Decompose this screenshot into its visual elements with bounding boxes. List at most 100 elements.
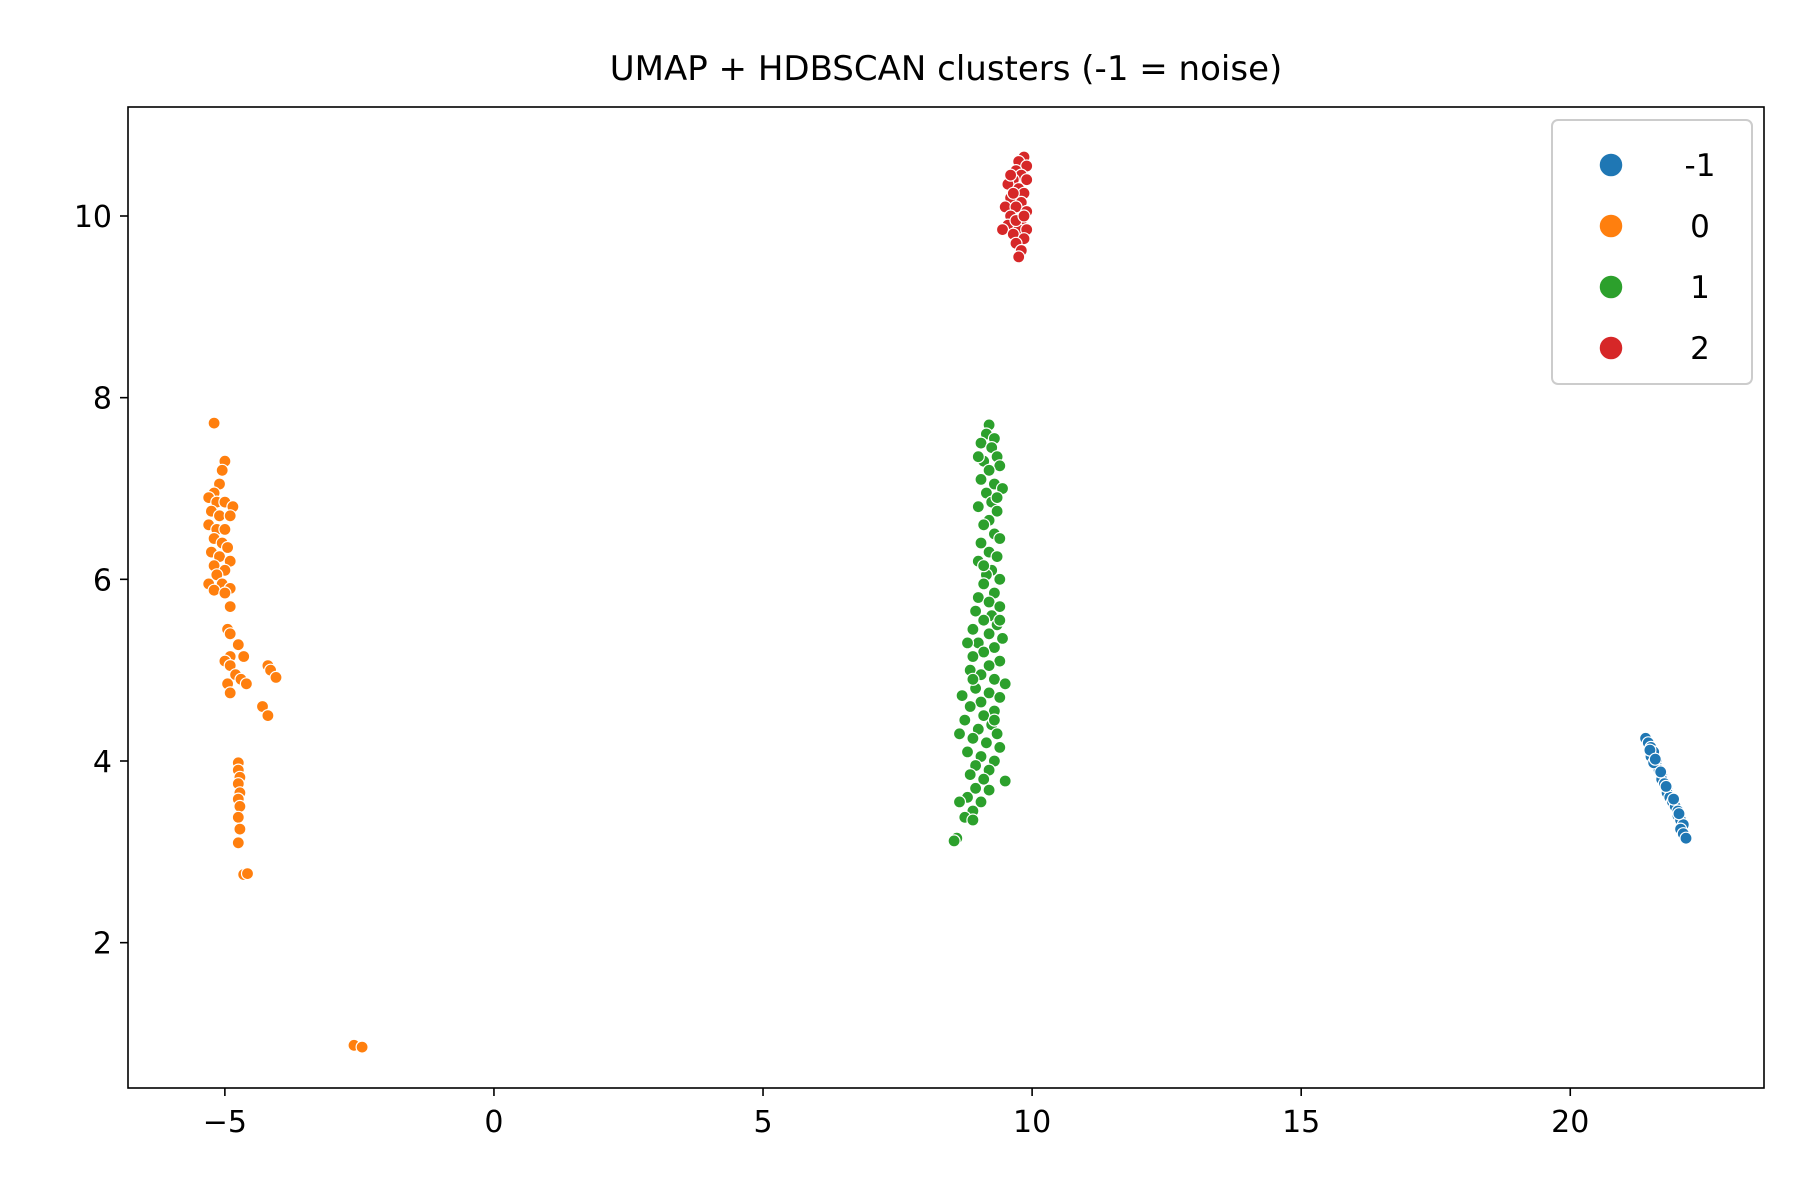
legend-frame — [1551, 119, 1753, 385]
cluster-1-point — [966, 649, 980, 664]
cluster-1-point — [990, 727, 1004, 741]
cluster-2-point — [1020, 173, 1034, 187]
cluster-1-point — [982, 783, 996, 797]
points-layer — [202, 150, 1693, 1054]
cluster-1-point — [974, 695, 988, 709]
cluster-1-point — [982, 627, 996, 641]
legend-label: 1 — [1690, 270, 1710, 306]
cluster-0-point — [207, 583, 221, 597]
cluster-1-point — [995, 631, 1010, 646]
y-axis: 2 4 6 8 10 — [74, 200, 128, 962]
cluster-1-point — [990, 491, 1004, 505]
cluster-0-point — [218, 522, 232, 537]
cluster-2-point — [1012, 250, 1026, 264]
cluster-0-point — [269, 670, 283, 685]
cluster-1-point — [960, 745, 975, 759]
legend-marker — [1598, 274, 1624, 300]
cluster-1-point — [990, 504, 1004, 518]
cluster-1-point — [974, 795, 988, 809]
cluster-1-point — [968, 781, 983, 795]
cluster--1-point — [1672, 807, 1686, 821]
cluster-0-point — [231, 638, 245, 652]
cluster-0-point — [240, 866, 255, 881]
legend-label: 2 — [1690, 331, 1710, 367]
legend: -1 0 1 2 — [1551, 119, 1753, 385]
x-tick-label: 15 — [1282, 1105, 1320, 1140]
cluster-1-point — [960, 636, 975, 650]
cluster-1-point — [993, 740, 1007, 755]
cluster-1-point — [993, 599, 1007, 614]
cluster--1-point — [1666, 792, 1681, 806]
cluster-0-point — [239, 677, 253, 691]
cluster-1-point — [987, 672, 1002, 686]
plot-frame — [127, 106, 1765, 1089]
cluster--1-point — [1654, 765, 1668, 779]
legend-label: -1 — [1685, 148, 1716, 184]
legend-items: -1 0 1 2 — [1598, 148, 1716, 367]
x-tick-label: 0 — [484, 1105, 503, 1140]
cluster-0-point — [233, 822, 247, 836]
cluster-1-point — [966, 731, 980, 745]
cluster-0-point — [231, 836, 245, 850]
y-tick-label: 10 — [74, 200, 112, 235]
y-tick-label: 8 — [93, 382, 112, 417]
cluster-1-point — [998, 774, 1012, 788]
cluster--1-point — [1659, 779, 1673, 794]
cluster-1-point — [977, 645, 991, 659]
chart-title: UMAP + HDBSCAN clusters (-1 = noise) — [610, 49, 1283, 89]
cluster-0-point — [261, 708, 275, 723]
x-tick-label: −5 — [203, 1105, 247, 1140]
y-tick-label: 4 — [93, 745, 112, 780]
cluster-1-point — [993, 572, 1007, 586]
cluster-1-point — [979, 736, 994, 750]
x-tick-label: 10 — [1013, 1105, 1051, 1140]
cluster-0-point — [237, 649, 251, 664]
cluster-0-point — [223, 509, 237, 523]
cluster-1-point — [971, 590, 985, 605]
cluster-0-point — [223, 627, 237, 641]
cluster-0-point — [231, 810, 245, 824]
cluster-2-point — [1006, 186, 1020, 200]
cluster-1-point — [977, 772, 991, 786]
legend-label: 0 — [1690, 209, 1710, 245]
cluster-0-point — [223, 686, 237, 700]
cluster-1-point — [993, 531, 1007, 546]
x-tick-label: 5 — [753, 1105, 772, 1140]
cluster-2-point — [1017, 209, 1031, 223]
cluster-1-point — [963, 767, 977, 782]
cluster-0-point — [207, 416, 221, 430]
cluster-1-point — [977, 577, 991, 591]
cluster--1-point — [1679, 831, 1693, 845]
cluster-1-point — [974, 472, 988, 486]
cluster-1-point — [982, 658, 996, 673]
cluster-1-point — [955, 688, 969, 703]
cluster-1-point — [977, 559, 991, 573]
legend-marker — [1598, 213, 1624, 239]
cluster-1-point — [952, 795, 967, 809]
cluster-0-point — [223, 599, 237, 614]
y-tick-label: 2 — [93, 927, 112, 962]
cluster-1-point — [958, 713, 972, 727]
y-tick-label: 6 — [93, 563, 112, 598]
cluster-1-point — [993, 613, 1007, 627]
cluster-1-point — [971, 450, 985, 464]
cluster-1-point — [987, 713, 1002, 727]
legend-marker — [1598, 152, 1624, 178]
cluster-0-point — [215, 463, 229, 477]
cluster-1-point — [977, 518, 991, 532]
x-tick-label: 20 — [1551, 1105, 1589, 1140]
cluster-1-point — [993, 690, 1007, 705]
cluster-1-point — [966, 622, 980, 636]
cluster-1-point — [974, 536, 988, 550]
x-axis: −5 0 5 10 15 20 — [203, 1088, 1589, 1140]
cluster-1-point — [963, 699, 977, 714]
cluster-0-point — [355, 1040, 369, 1054]
cluster-1-point — [990, 549, 1004, 564]
cluster--1-point — [1648, 752, 1662, 766]
cluster-1-point — [966, 813, 980, 827]
cluster-1-point — [968, 604, 983, 618]
cluster-0-point — [233, 799, 247, 814]
cluster-1-point — [998, 677, 1012, 691]
